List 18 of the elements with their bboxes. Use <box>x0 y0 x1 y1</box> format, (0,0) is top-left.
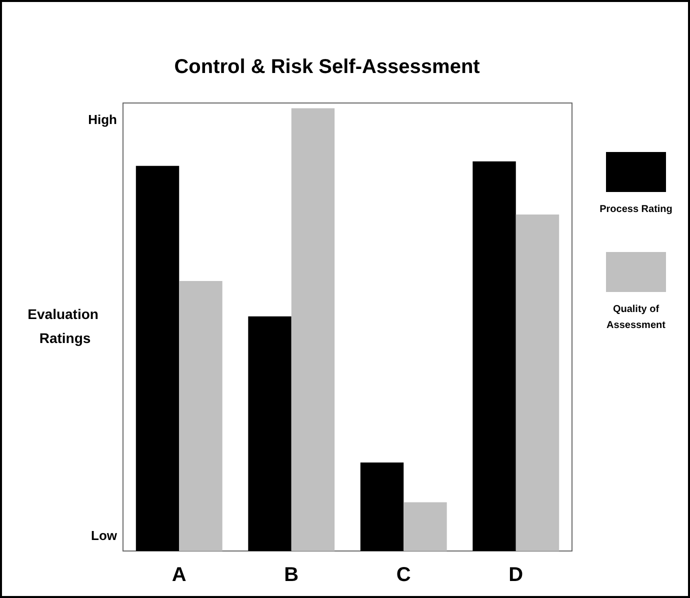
bar <box>136 166 180 551</box>
bar <box>360 462 404 551</box>
y-axis-title: Evaluation Ratings <box>28 306 102 346</box>
bar <box>291 108 335 551</box>
x-tick-label: A <box>172 564 186 586</box>
bar <box>472 161 516 551</box>
bar <box>248 316 292 551</box>
chart-title: Control & Risk Self-Assessment <box>174 56 480 78</box>
bar <box>404 502 447 551</box>
x-tick-label: D <box>508 564 524 586</box>
text: Process Rating <box>598 203 674 217</box>
bar <box>179 280 222 551</box>
text: High <box>88 112 118 127</box>
text: Quality of Assessment <box>606 303 666 333</box>
text: Low <box>91 528 118 543</box>
bar <box>516 214 560 551</box>
x-tick-label: B <box>284 564 299 586</box>
x-tick-label: C <box>396 564 411 586</box>
